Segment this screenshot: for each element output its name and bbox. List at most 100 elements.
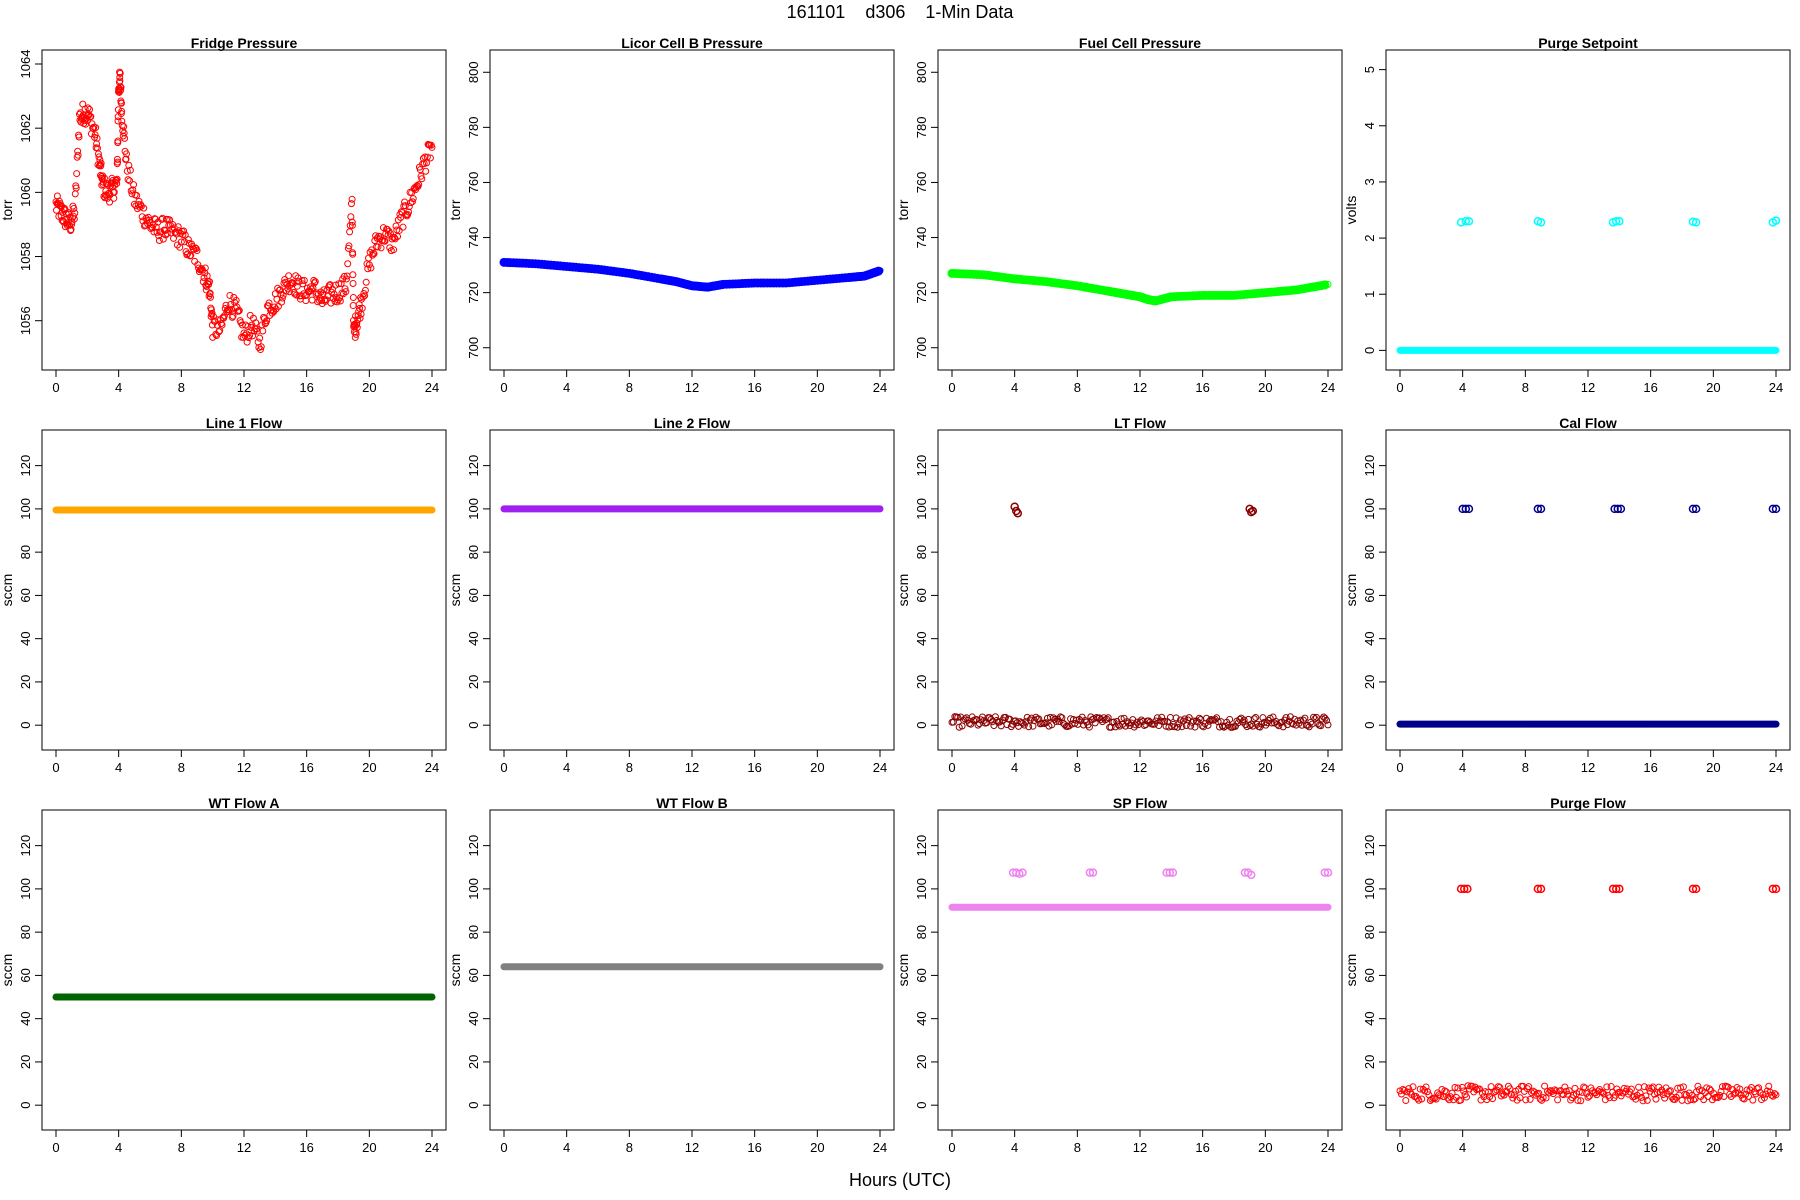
data-point bbox=[67, 226, 75, 234]
data-point bbox=[259, 327, 267, 335]
y-tick-label: 40 bbox=[1362, 1011, 1377, 1025]
data-point bbox=[206, 293, 214, 301]
data-point bbox=[1523, 1085, 1531, 1093]
panel-data bbox=[52, 68, 436, 354]
data-point bbox=[117, 86, 125, 94]
data-point bbox=[1240, 716, 1248, 724]
y-tick-label: 5 bbox=[1362, 66, 1377, 73]
y-tick-label: 60 bbox=[18, 588, 33, 602]
data-point bbox=[1691, 884, 1701, 894]
data-point bbox=[954, 713, 962, 721]
data-point bbox=[1301, 714, 1309, 722]
y-axis-label: torr bbox=[447, 199, 463, 220]
x-tick-label: 12 bbox=[685, 1140, 699, 1155]
data-point bbox=[1771, 216, 1781, 225]
data-point bbox=[73, 170, 81, 178]
y-tick-label: 40 bbox=[914, 1011, 929, 1025]
data-point bbox=[358, 304, 366, 312]
x-tick-label: 0 bbox=[500, 380, 507, 395]
y-tick-label: 720 bbox=[466, 282, 481, 304]
data-point bbox=[62, 215, 70, 223]
x-tick-label: 4 bbox=[115, 760, 122, 775]
data-point bbox=[1533, 504, 1543, 514]
data-point bbox=[1402, 1097, 1410, 1105]
data-point bbox=[335, 280, 343, 288]
y-tick-label: 120 bbox=[18, 835, 33, 857]
y-tick-label: 120 bbox=[1362, 455, 1377, 477]
data-point bbox=[370, 250, 378, 258]
panel-frame bbox=[1385, 49, 1791, 371]
data-point bbox=[163, 230, 171, 238]
data-point bbox=[1457, 1096, 1465, 1104]
x-tick-label: 8 bbox=[1522, 1140, 1529, 1155]
y-tick-label: 80 bbox=[1362, 925, 1377, 939]
x-tick-label: 0 bbox=[1396, 760, 1403, 775]
x-tick-label: 0 bbox=[948, 380, 955, 395]
panel-title: WT Flow A bbox=[208, 795, 279, 811]
data-point bbox=[275, 286, 283, 294]
y-tick-label: 0 bbox=[466, 1102, 481, 1109]
x-tick-label: 0 bbox=[52, 1140, 59, 1155]
data-point bbox=[232, 296, 240, 304]
data-point bbox=[1554, 1096, 1562, 1104]
data-point bbox=[179, 231, 187, 239]
data-point bbox=[1497, 1092, 1505, 1100]
data-point bbox=[215, 328, 223, 336]
data-point bbox=[1460, 1087, 1468, 1095]
data-point bbox=[207, 306, 215, 314]
x-tick-label: 12 bbox=[1581, 760, 1595, 775]
panel-6: Line 2 Flow 0 4 8 12 16 20 24 0 20 40 60 80 100 120 scc… bbox=[447, 415, 895, 775]
x-tick-label: 8 bbox=[626, 380, 633, 395]
panel-11: SP Flow 0 4 8 12 16 20 24 0 20 40 60 80 100 120 sccm bbox=[895, 795, 1343, 1155]
data-point bbox=[347, 200, 355, 208]
data-point bbox=[1613, 504, 1623, 514]
data-point bbox=[1405, 1085, 1413, 1093]
x-tick-label: 0 bbox=[52, 380, 59, 395]
data-point bbox=[1648, 1084, 1656, 1092]
data-point bbox=[1611, 884, 1621, 894]
data-point bbox=[1435, 1091, 1443, 1099]
x-tick-label: 20 bbox=[1706, 760, 1720, 775]
data-point bbox=[1461, 216, 1471, 226]
x-tick-label: 12 bbox=[1581, 380, 1595, 395]
x-tick-label: 16 bbox=[747, 1140, 761, 1155]
data-point bbox=[342, 288, 350, 296]
data-point bbox=[1636, 1089, 1644, 1097]
data-point bbox=[1071, 719, 1079, 727]
data-point bbox=[1507, 1091, 1515, 1099]
y-tick-label: 40 bbox=[914, 631, 929, 645]
data-point bbox=[307, 285, 315, 293]
data-point bbox=[369, 249, 377, 257]
data-point bbox=[311, 278, 319, 286]
data-point bbox=[123, 150, 130, 158]
data-point bbox=[1695, 1086, 1703, 1094]
y-tick-label: 20 bbox=[914, 675, 929, 689]
y-tick-label: 80 bbox=[914, 925, 929, 939]
data-point bbox=[1730, 1090, 1738, 1098]
data-point bbox=[339, 290, 347, 298]
x-tick-label: 24 bbox=[425, 380, 439, 395]
x-tick-label: 24 bbox=[425, 760, 439, 775]
data-point bbox=[349, 279, 357, 287]
data-point bbox=[415, 181, 423, 189]
data-point bbox=[241, 332, 249, 340]
y-tick-label: 100 bbox=[18, 498, 33, 520]
data-point bbox=[1259, 714, 1267, 722]
data-point bbox=[1691, 504, 1701, 514]
y-tick-label: 1064 bbox=[18, 50, 33, 79]
data-point bbox=[405, 203, 413, 211]
data-point bbox=[222, 301, 230, 309]
data-point bbox=[1187, 722, 1195, 730]
data-point bbox=[1161, 717, 1169, 725]
data-point bbox=[86, 105, 94, 113]
data-point bbox=[1085, 723, 1093, 731]
data-point bbox=[229, 312, 237, 320]
data-point bbox=[1299, 716, 1307, 724]
data-point bbox=[1311, 715, 1319, 723]
x-tick-label: 12 bbox=[1133, 380, 1147, 395]
data-point bbox=[1155, 722, 1163, 730]
data-point bbox=[113, 180, 121, 188]
data-point bbox=[1679, 1083, 1687, 1091]
data-point bbox=[1226, 715, 1234, 723]
y-axis-label: sccm bbox=[1343, 574, 1359, 607]
